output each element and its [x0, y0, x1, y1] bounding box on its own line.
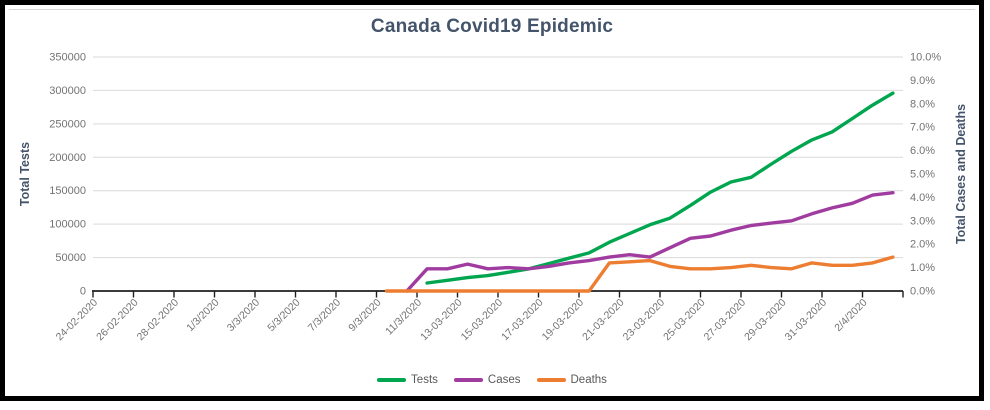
chart-border-frame — [0, 0, 984, 401]
tests-line-swatch — [377, 378, 407, 382]
right-axis-title: Total Cases and Deaths — [954, 103, 968, 245]
legend-label-tests: Tests — [411, 374, 438, 386]
legend-label-deaths: Deaths — [570, 374, 607, 386]
legend-item-cases: Cases — [453, 374, 521, 386]
legend: Tests Cases Deaths — [0, 374, 984, 386]
cases-line-swatch — [453, 378, 483, 382]
deaths-line-swatch — [536, 378, 566, 382]
legend-label-cases: Cases — [487, 374, 521, 386]
left-axis-title: Total Tests — [18, 141, 32, 207]
legend-item-deaths: Deaths — [536, 374, 607, 386]
chart-area-top-border — [9, 9, 975, 10]
legend-item-tests: Tests — [377, 374, 438, 386]
chart-title: Canada Covid19 Epidemic — [370, 16, 614, 37]
